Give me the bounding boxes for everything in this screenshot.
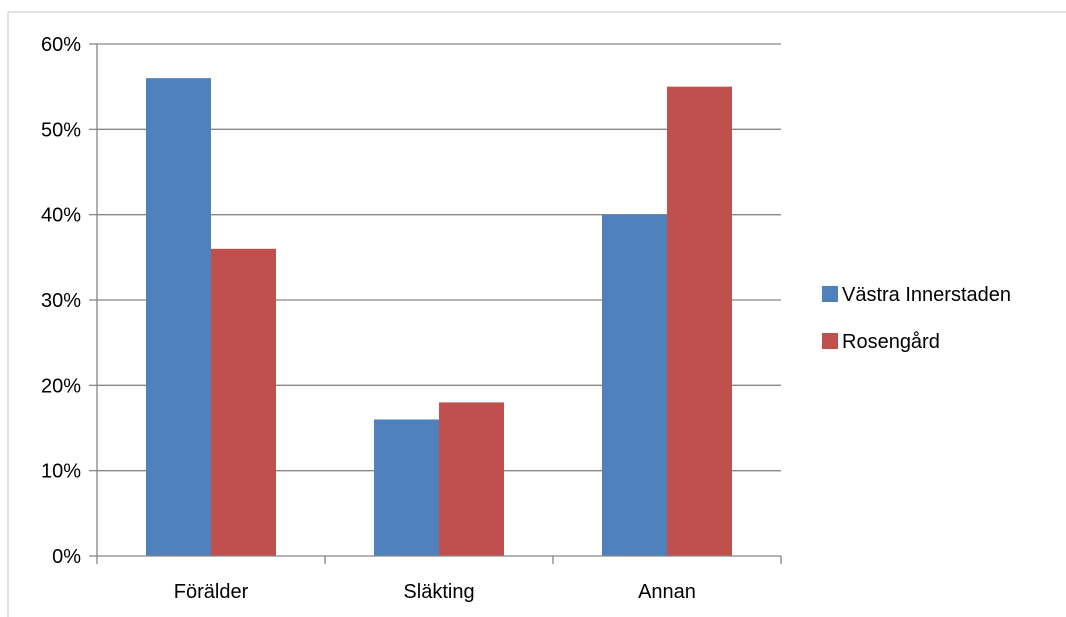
bar-släkting-series-1: [439, 402, 504, 556]
x-tick-label-1: Släkting: [403, 581, 474, 603]
y-tick-label-6: 60%: [41, 34, 81, 56]
y-tick-label-1: 10%: [41, 461, 81, 483]
bars: [146, 78, 732, 557]
x-tick-label-2: Annan: [638, 581, 696, 603]
bar-släkting-series-0: [374, 419, 439, 556]
y-tick-label-5: 50%: [41, 119, 81, 141]
axes: [89, 43, 782, 564]
bar-förälder-series-1: [211, 248, 276, 557]
y-tick-label-2: 20%: [41, 375, 81, 397]
legend-swatch-0: [822, 286, 838, 302]
y-tick-labels: 0% 10% 20% 30% 40% 50% 60%: [41, 34, 81, 568]
y-tick-label-0: 0%: [52, 546, 81, 568]
bar-annan-series-1: [667, 86, 732, 557]
legend-label-0: Västra Innerstaden: [842, 284, 1011, 306]
x-tick-label-0: Förälder: [174, 581, 249, 603]
y-tick-label-4: 40%: [41, 205, 81, 227]
bar-annan-series-0: [602, 214, 667, 556]
y-tick-label-3: 30%: [41, 290, 81, 312]
legend-label-1: Rosengård: [842, 331, 940, 353]
bar-förälder-series-0: [146, 78, 211, 556]
x-tick-labels: Förälder Släkting Annan: [174, 581, 696, 603]
legend: Västra Innerstaden Rosengård: [822, 284, 1011, 353]
legend-swatch-1: [822, 333, 838, 349]
